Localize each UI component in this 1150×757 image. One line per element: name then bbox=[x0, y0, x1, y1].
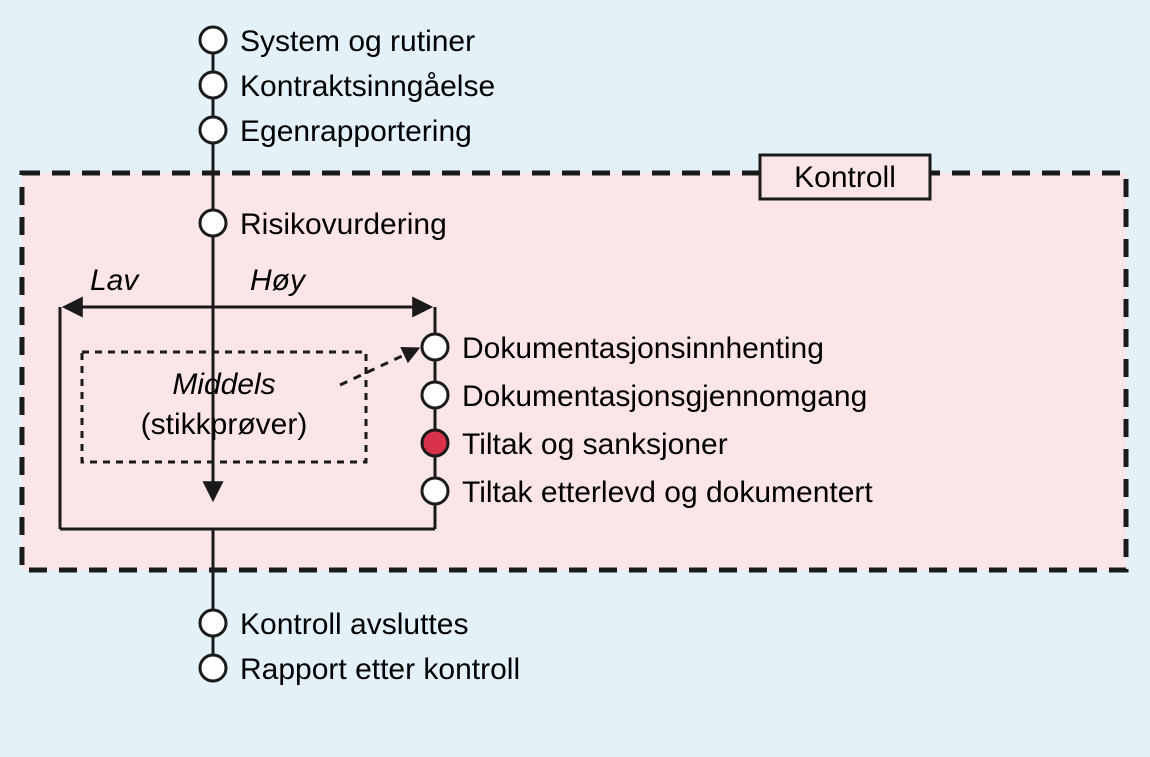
node-n3 bbox=[200, 117, 226, 143]
node-n5 bbox=[422, 334, 448, 360]
middels-label-2: (stikkprøver) bbox=[141, 408, 308, 441]
node-label-n9: Kontroll avsluttes bbox=[240, 608, 468, 641]
node-label-n2: Kontraktsinngåelse bbox=[240, 70, 495, 103]
node-n8 bbox=[422, 478, 448, 504]
node-label-n1: System og rutiner bbox=[240, 25, 475, 58]
branch-label-hoy: Høy bbox=[250, 264, 307, 297]
kontroll-label: Kontroll bbox=[794, 161, 896, 194]
node-label-n10: Rapport etter kontroll bbox=[240, 653, 520, 686]
branch-label-lav: Lav bbox=[90, 264, 140, 297]
node-label-n6: Dokumentasjonsgjennomgang bbox=[462, 380, 867, 413]
node-n7 bbox=[422, 430, 448, 456]
node-n6 bbox=[422, 382, 448, 408]
middels-label-1: Middels bbox=[172, 368, 275, 401]
node-n10 bbox=[200, 655, 226, 681]
node-label-n8: Tiltak etterlevd og dokumentert bbox=[462, 476, 873, 509]
node-label-n4: Risikovurdering bbox=[240, 208, 447, 241]
node-n4 bbox=[200, 210, 226, 236]
node-n2 bbox=[200, 72, 226, 98]
node-n9 bbox=[200, 610, 226, 636]
node-label-n5: Dokumentasjonsinnhenting bbox=[462, 332, 824, 365]
node-label-n3: Egenrapportering bbox=[240, 115, 472, 148]
node-n1 bbox=[200, 27, 226, 53]
node-label-n7: Tiltak og sanksjoner bbox=[462, 428, 728, 461]
